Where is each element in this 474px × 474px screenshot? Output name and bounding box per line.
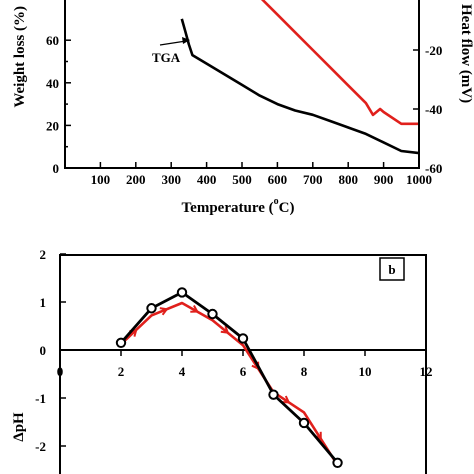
panel-b-x-tick-label: 2 (118, 364, 125, 379)
panel-a-x-tick-label: 500 (232, 172, 252, 187)
panel-a-y2-axis-title: Heat flow (mV) (458, 4, 474, 103)
panel-a-y-axis-title: Weight loss (%) (12, 6, 28, 108)
heat-flow-series-line (260, 0, 419, 126)
panel-a-x-axis-title: Temperature (oC) (182, 196, 295, 216)
ph-red-direction-arrow (159, 307, 169, 316)
panel-a: 100 200 300 400 500 600 700 800 900 1000 20 40 60 -60… (12, 0, 474, 216)
tga-arrow-head (182, 37, 190, 44)
panel-a-y-tick-label: 20 (46, 118, 59, 133)
panel-b-x-tick-label: 4 (179, 364, 186, 379)
panel-b-label-box: b (379, 257, 405, 281)
panel-a-x-tick-label: 900 (374, 172, 394, 187)
panel-b-y-tick-label: 0 (40, 343, 47, 358)
panel-b-y-tick-label: 2 (40, 247, 47, 262)
panel-b-y-tick-label: 1 (40, 295, 47, 310)
ph-red-direction-arrow (220, 325, 230, 334)
tga-annotation-label: TGA (152, 50, 181, 65)
panel-a-y-tick-label: 0 (53, 161, 60, 176)
panel-a-x-tick-label: 800 (338, 172, 358, 187)
tga-series-line (180, 18, 420, 155)
panel-b-series (115, 287, 343, 468)
panel-a-y2-tick-label: -20 (425, 43, 442, 58)
ph-data-point (268, 389, 279, 400)
panel-b-y-tick-label: -1 (35, 391, 46, 406)
ph-data-point (298, 417, 310, 429)
ph-red-direction-arrow (190, 305, 199, 313)
ph-data-point (146, 303, 157, 314)
ph-data-point (237, 333, 249, 344)
tga-arrow-line (159, 40, 187, 46)
panel-b-axes (59, 254, 427, 474)
panel-a-y-tick-label: 60 (46, 33, 59, 48)
panel-a-x-tick-label: 600 (268, 172, 288, 187)
panel-b-x-tick-label: 10 (359, 364, 372, 379)
panel-b-label-frame (379, 257, 405, 281)
ph-data-point (176, 287, 188, 298)
panel-a-y2-tick-label: -40 (425, 102, 442, 117)
panel-a-x-tick-label: 300 (161, 172, 181, 187)
panel-a-x-tick-label: 700 (303, 172, 323, 187)
ph-data-point (207, 308, 218, 320)
ph-data-point (332, 457, 343, 468)
panel-b-label: b (388, 262, 395, 277)
ph-red-direction-arrow (281, 395, 291, 404)
x-axis-title-unit: C) (279, 200, 295, 216)
ph-data-point (115, 337, 127, 348)
panel-a-x-tick-label: 100 (91, 172, 111, 187)
panel-a-y-tick-label: 40 (46, 76, 59, 91)
tga-annotation: TGA (152, 37, 190, 65)
panel-b-y-tick-label: -2 (35, 439, 46, 454)
panel-a-series (180, 0, 420, 155)
x-axis-title-degree: o (274, 196, 279, 207)
panel-a-ticks: 100 200 300 400 500 600 700 800 900 1000 20 40 60 -60… (46, 33, 442, 187)
panel-a-x-tick-label: 200 (126, 172, 146, 187)
panel-a-x-tick-label: 400 (197, 172, 217, 187)
panel-a-axes (64, 0, 420, 169)
panel-a-x-tick-label: 1000 (406, 172, 432, 187)
x-axis-title-main: Temperature ( (182, 200, 274, 216)
ph-series-black-line (119, 290, 339, 464)
panel-b-y-axis-title: ΔpH (11, 412, 27, 442)
panel-b-x-tick-label: 8 (301, 364, 308, 379)
panel-a-y2-tick-label: -60 (425, 161, 442, 176)
panel-b-x-tick-label: 6 (240, 364, 247, 379)
